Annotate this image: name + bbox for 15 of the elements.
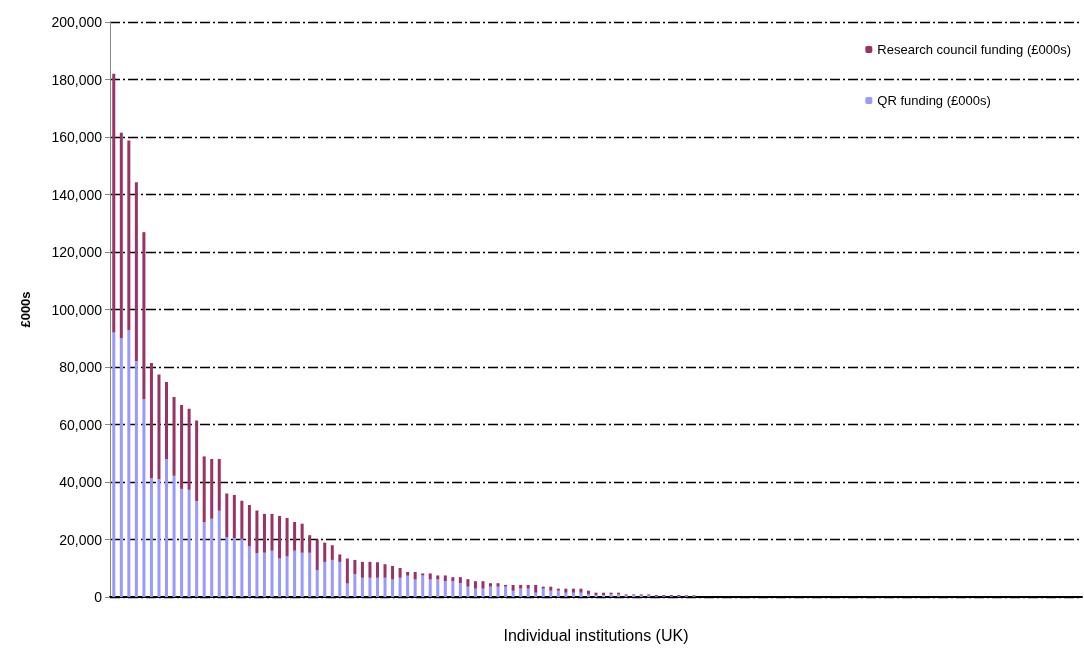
y-tick-label: 160,000 bbox=[51, 129, 103, 145]
x-axis-title: Individual institutions (UK) bbox=[503, 626, 689, 644]
y-tick-label: 80,000 bbox=[59, 359, 103, 375]
y-tick-label: 60,000 bbox=[59, 416, 103, 433]
y-tick-label: 0 bbox=[94, 589, 103, 605]
y-tick-label: 180,000 bbox=[51, 71, 103, 88]
y-tick-label: 140,000 bbox=[51, 186, 103, 203]
y-tick-label: 40,000 bbox=[59, 474, 103, 490]
y-tick-label: 20,000 bbox=[59, 531, 103, 548]
y-tick-label: 200,000 bbox=[51, 14, 103, 30]
y-tick-label: 100,000 bbox=[51, 301, 103, 318]
legend-label: Research council funding (£000s) bbox=[877, 42, 1071, 57]
legend-label: QR funding (£000s) bbox=[877, 93, 991, 108]
y-axis-title: £000s bbox=[18, 291, 33, 328]
y-tick-label: 120,000 bbox=[51, 244, 103, 260]
